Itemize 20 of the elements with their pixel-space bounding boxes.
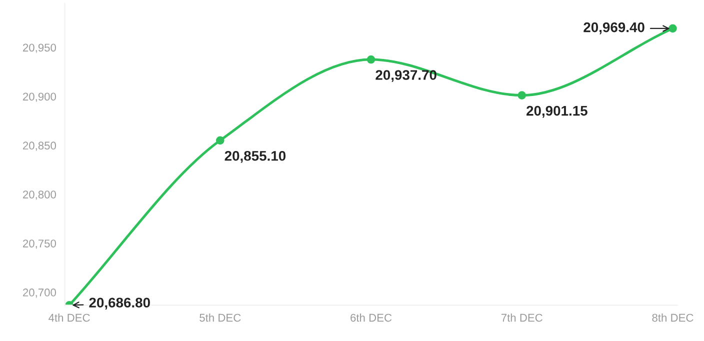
y-tick-label: 20,900 [23,92,56,102]
x-tick-label: 7th DEC [501,314,542,322]
y-tick-label: 20,850 [23,142,56,151]
point [366,55,376,64]
data-label: 20,969.40 [584,22,644,34]
point [216,136,224,145]
point [668,24,677,33]
y-tick-label: 20,950 [23,44,56,53]
y-tick-label: 20,800 [23,190,56,200]
x-tick-label: 4th DEC [48,314,90,322]
y-tick-label: 20,700 [23,288,56,298]
data-label: 20,686.80 [89,298,150,310]
x-tick-label: 5th DEC [200,314,241,322]
point [518,91,526,100]
data-label: 20,937.70 [376,70,436,82]
x-tick-label: 8th DEC [652,314,694,322]
data-label: 20,901.15 [526,106,588,118]
data-label: 20,855.10 [224,150,286,163]
x-tick-label: 6th DEC [350,314,392,322]
y-tick-label: 20,750 [23,240,56,249]
